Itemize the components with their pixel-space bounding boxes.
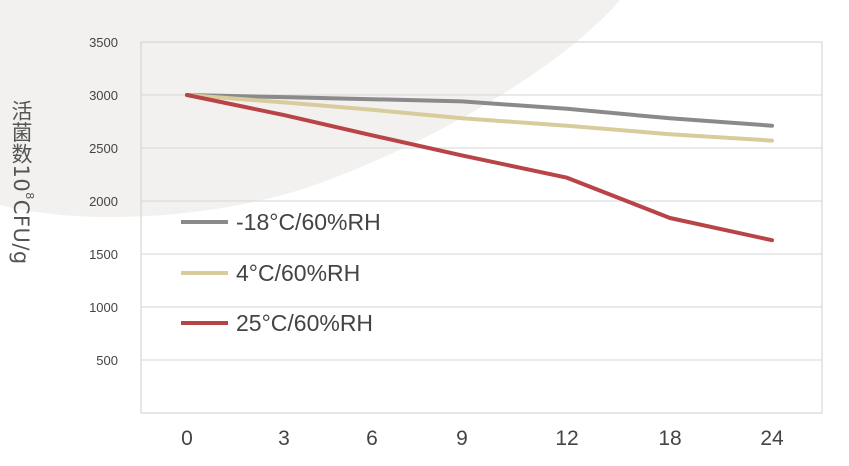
y-tick-label: 1000 <box>89 300 118 315</box>
legend-label: -18°C/60%RH <box>236 209 381 235</box>
series-line-2 <box>185 93 774 143</box>
y-tick-label: 500 <box>96 353 118 368</box>
x-tick-label: 12 <box>555 427 578 450</box>
x-tick-label: 6 <box>366 427 378 450</box>
y-axis-label-prefix: 活菌数10 <box>9 100 33 193</box>
x-tick-label: 0 <box>181 427 193 450</box>
y-axis-label-exponent: 8 <box>23 192 36 200</box>
series-line-3 <box>185 93 774 243</box>
series-line-1 <box>185 93 774 128</box>
y-tick-label: 1500 <box>89 247 118 262</box>
y-tick-label: 2500 <box>89 141 118 156</box>
y-axis-label-unit: CFU/g <box>9 199 33 265</box>
y-axis-label: 活菌数108CFU/g <box>6 100 36 265</box>
x-tick-label: 3 <box>278 427 290 450</box>
plot-frame <box>140 41 823 414</box>
y-tick-label: 3000 <box>89 88 118 103</box>
legend-label: 25°C/60%RH <box>236 310 373 336</box>
x-tick-label: 9 <box>456 427 468 450</box>
x-tick-label: 24 <box>760 427 784 450</box>
x-tick-label: 18 <box>658 427 681 450</box>
legend-label: 4°C/60%RH <box>236 260 360 286</box>
y-tick-label: 2000 <box>89 194 118 209</box>
y-tick-label: 3500 <box>89 35 118 50</box>
